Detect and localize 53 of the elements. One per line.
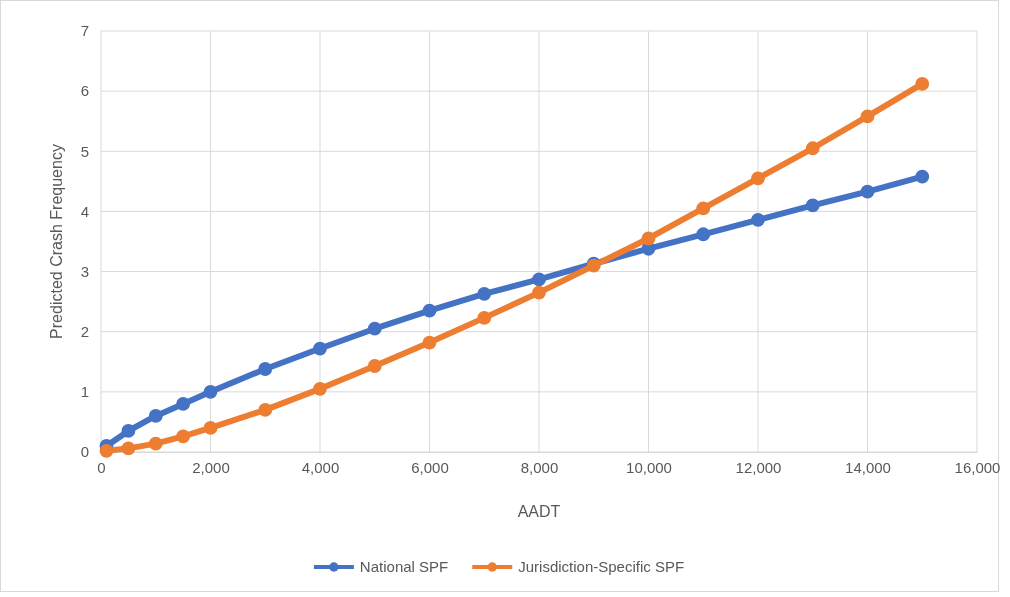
point xyxy=(477,310,492,325)
x-tick-label: 2,000 xyxy=(192,458,230,476)
y-tick-label: 4 xyxy=(80,202,89,220)
point xyxy=(915,77,930,91)
point xyxy=(422,303,437,318)
point xyxy=(367,359,382,373)
point xyxy=(203,421,218,435)
y-tick-label: 6 xyxy=(80,82,89,100)
point xyxy=(532,285,546,300)
x-tick-label: 0 xyxy=(97,458,106,476)
x-tick-label: 14,000 xyxy=(845,458,891,476)
point xyxy=(915,169,930,184)
point xyxy=(258,403,273,417)
y-tick-label: 5 xyxy=(80,142,89,160)
point xyxy=(860,109,875,124)
point xyxy=(641,231,656,246)
y-tick-label: 3 xyxy=(80,262,89,280)
point xyxy=(805,198,820,213)
legend-label: Jurisdiction-Specific SPF xyxy=(518,558,685,575)
point xyxy=(258,362,273,376)
x-tick-label: 6,000 xyxy=(411,458,449,476)
y-axis-title: Predicted Crash Frequency xyxy=(48,144,65,339)
point xyxy=(751,171,765,186)
point xyxy=(422,335,437,350)
legend-label: National SPF xyxy=(359,558,449,575)
y-tick-label: 1 xyxy=(80,383,89,401)
point xyxy=(367,321,382,336)
x-tick-label: 4,000 xyxy=(301,458,340,476)
x-tick-label: 8,000 xyxy=(520,458,559,476)
x-axis-title: AADT xyxy=(517,503,561,520)
point xyxy=(805,141,820,156)
point xyxy=(121,441,136,456)
point xyxy=(751,212,765,227)
point xyxy=(121,424,136,438)
x-tick-label: 10,000 xyxy=(626,458,672,476)
point xyxy=(313,341,327,356)
y-tick-label: 0 xyxy=(80,443,89,461)
point xyxy=(696,201,711,216)
point xyxy=(313,381,327,396)
point xyxy=(532,272,546,287)
point xyxy=(860,184,875,199)
point xyxy=(477,286,492,301)
point xyxy=(176,396,191,411)
x-tick-label: 16,000 xyxy=(954,458,1001,476)
y-tick-label: 7 xyxy=(80,22,89,40)
point xyxy=(99,443,114,458)
point xyxy=(696,227,711,242)
point xyxy=(148,409,163,423)
point xyxy=(148,436,163,451)
point xyxy=(203,384,218,399)
point xyxy=(176,429,191,444)
x-tick-label: 12,000 xyxy=(735,458,782,476)
y-tick-label: 2 xyxy=(80,323,89,341)
